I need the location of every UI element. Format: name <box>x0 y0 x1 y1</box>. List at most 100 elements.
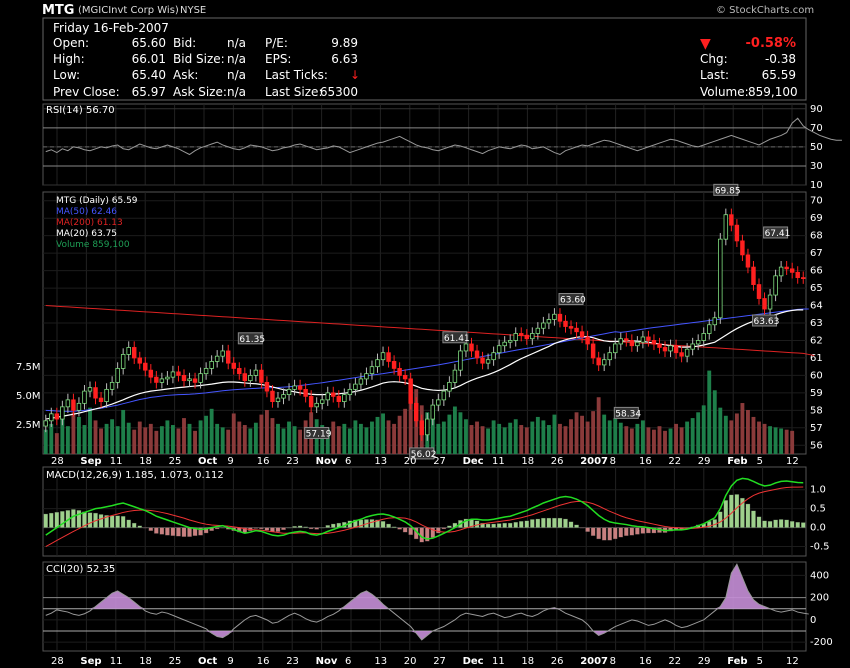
macd-histogram-bar <box>176 527 181 537</box>
candle-body <box>275 397 281 402</box>
macd-histogram-bar <box>308 527 314 530</box>
macd-histogram-bar <box>131 522 137 528</box>
cci-tick-label: -200 <box>810 637 833 648</box>
x-axis-label: 20 <box>404 656 417 667</box>
candle-body <box>662 347 668 352</box>
macd-histogram-bar <box>530 519 535 528</box>
macd-histogram-bar <box>552 517 557 528</box>
volume-bar <box>685 421 690 454</box>
candle-body <box>524 334 530 340</box>
quote-value: 66.01 <box>131 52 166 66</box>
x-axis-label: 6 <box>345 456 351 467</box>
x-axis-label: Sep <box>80 456 101 467</box>
candle-body <box>132 347 137 359</box>
price-annotation: 57.19 <box>306 429 332 439</box>
cci-tick-label: 200 <box>810 593 829 604</box>
candle-body <box>325 392 330 401</box>
candle-body <box>308 395 314 408</box>
macd-tick-label: 1.0 <box>810 485 826 496</box>
candle-body <box>192 378 198 383</box>
candle-body <box>386 352 391 362</box>
candle-body <box>342 394 347 403</box>
volume-tick-label: 2.5M <box>16 420 41 431</box>
x-axis-label: 18 <box>139 456 152 467</box>
rsi-tick-label: 50 <box>810 142 823 153</box>
candle-body <box>646 336 651 341</box>
volume-bar <box>170 425 175 454</box>
volume-bar <box>591 411 596 454</box>
candle-body <box>281 394 286 399</box>
candle-body <box>690 343 695 350</box>
candle-body <box>375 359 380 368</box>
candle-body <box>458 350 463 371</box>
x-axis-label: 23 <box>286 456 299 467</box>
macd-histogram-bar <box>436 527 441 534</box>
candle-body <box>353 383 358 390</box>
volume-bar <box>712 390 717 454</box>
volume-bar <box>607 420 612 454</box>
candle-body <box>668 345 673 352</box>
volume-bar <box>292 426 297 454</box>
candle-body <box>71 399 76 411</box>
candle-body <box>513 333 518 341</box>
price-tick-label: 64 <box>810 301 823 312</box>
candle-body <box>54 413 60 420</box>
macd-histogram-bar <box>71 509 76 528</box>
volume-tick-label: 5.0M <box>16 391 41 402</box>
macd-histogram-bar <box>203 527 209 534</box>
cci-tick-label: 0 <box>810 615 816 626</box>
candle-body <box>43 420 48 427</box>
candle-body <box>82 390 87 404</box>
macd-histogram-bar <box>187 527 192 537</box>
volume-bar <box>159 426 164 454</box>
volume-bar <box>386 420 391 454</box>
candle-body <box>673 345 679 354</box>
quote-label: Last Size: <box>265 85 323 99</box>
macd-histogram-bar <box>115 515 120 528</box>
candle-body <box>419 420 424 436</box>
volume-bar <box>176 428 181 454</box>
volume-bar <box>358 423 363 454</box>
candle-body <box>519 333 524 336</box>
candle-body <box>259 369 264 383</box>
price-tick-label: 62 <box>810 335 823 346</box>
macd-histogram-bar <box>286 527 292 529</box>
macd-histogram-bar <box>397 527 402 530</box>
macd-histogram-bar <box>314 527 319 530</box>
macd-line <box>45 477 804 540</box>
candle-body <box>767 294 773 310</box>
quote-value: 9.89 <box>331 36 358 50</box>
macd-histogram-bar <box>303 526 308 528</box>
candle-body <box>303 388 308 397</box>
last-value: 65.59 <box>761 68 796 82</box>
x-axis-label: Nov <box>316 656 338 667</box>
macd-panel-frame <box>42 466 807 557</box>
volume-bar <box>458 412 463 454</box>
price-annotation: 61.35 <box>239 335 265 345</box>
volume-bar <box>137 421 142 454</box>
volume-bar <box>375 416 380 454</box>
candle-body <box>143 362 148 371</box>
ma200-line <box>45 305 815 357</box>
candle-body <box>358 378 364 385</box>
price-tick-label: 68 <box>810 231 823 242</box>
volume-bar <box>193 430 197 454</box>
candle-body <box>801 277 806 279</box>
volume-bar <box>220 427 225 454</box>
volume-bar <box>569 419 573 454</box>
macd-histogram-bar <box>43 513 49 528</box>
candle-body <box>607 352 612 361</box>
price-legend-entry: MTG (Daily) 65.59 <box>56 196 138 206</box>
x-axis-label: 22 <box>668 656 681 667</box>
candle-body <box>635 341 640 347</box>
volume-bar <box>690 418 695 454</box>
macd-histogram-bar <box>297 525 303 528</box>
price-tick-label: 66 <box>810 266 823 277</box>
volume-bar <box>558 423 562 454</box>
macd-histogram-bar <box>126 519 131 528</box>
volume-bar <box>242 425 247 454</box>
quote-label: Ask Size: <box>173 85 227 99</box>
x-axis-label: 26 <box>551 656 564 667</box>
candle-body <box>76 402 82 411</box>
volume-bar <box>574 412 579 454</box>
